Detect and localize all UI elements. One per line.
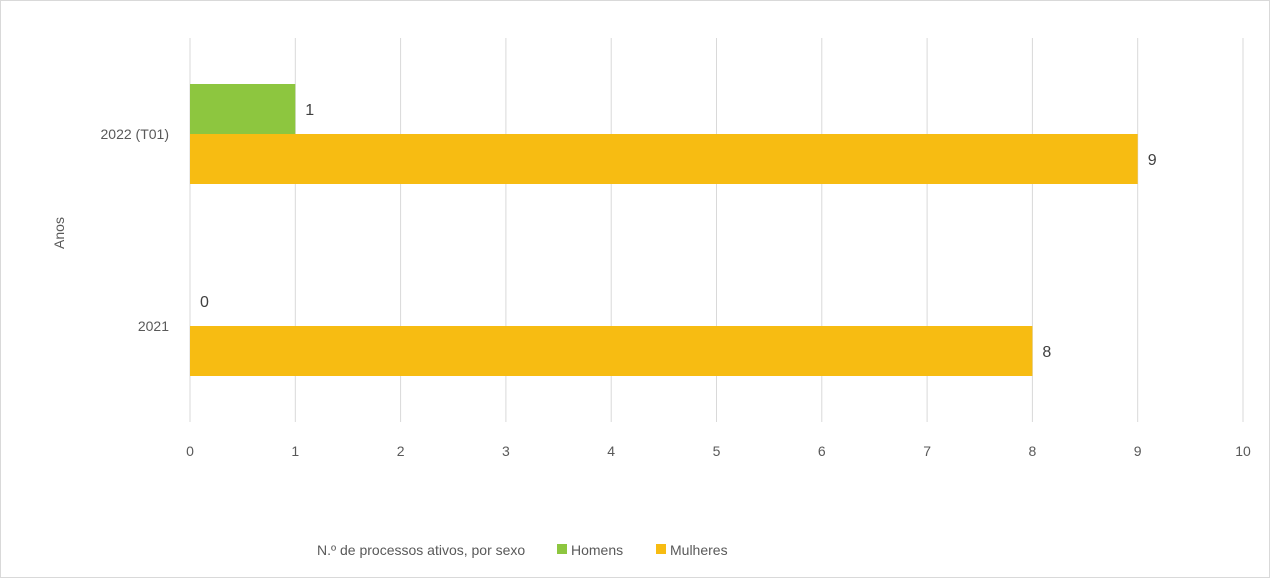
x-axis-tick-labels: 0 1 2 3 4 5 6 7 8 9 10 (186, 443, 1251, 459)
data-label-mulheres-0: 8 (1042, 344, 1051, 361)
y-tick-label: 2021 (138, 318, 169, 334)
x-tick-label: 10 (1235, 443, 1251, 459)
data-label-mulheres-1: 9 (1148, 152, 1157, 169)
bar-homens-1 (190, 84, 296, 134)
y-axis-tick-labels: 2021 2022 (T01) (101, 126, 170, 334)
legend: N.º de processos ativos, por sexo Homens… (317, 542, 728, 558)
bar-mulheres-1 (190, 134, 1138, 184)
x-tick-label: 7 (923, 443, 931, 459)
bar-mulheres-0 (190, 326, 1033, 376)
y-tick-label: 2022 (T01) (101, 126, 169, 142)
x-tick-label: 2 (397, 443, 405, 459)
data-labels: 0 8 1 9 (200, 102, 1157, 361)
x-tick-label: 4 (607, 443, 615, 459)
x-tick-label: 5 (713, 443, 721, 459)
x-tick-label: 1 (291, 443, 299, 459)
x-tick-label: 3 (502, 443, 510, 459)
legend-swatch-homens (557, 544, 567, 554)
data-label-homens-1: 1 (305, 102, 314, 119)
x-tick-label: 6 (818, 443, 826, 459)
x-tick-label: 9 (1134, 443, 1142, 459)
legend-label-homens: Homens (571, 542, 623, 558)
x-tick-label: 0 (186, 443, 194, 459)
bars (190, 84, 1138, 376)
legend-title: N.º de processos ativos, por sexo (317, 542, 525, 558)
legend-swatch-mulheres (656, 544, 666, 554)
y-axis-title: Anos (51, 217, 67, 249)
legend-label-mulheres: Mulheres (670, 542, 728, 558)
x-tick-label: 8 (1029, 443, 1037, 459)
data-label-homens-0: 0 (200, 294, 209, 311)
